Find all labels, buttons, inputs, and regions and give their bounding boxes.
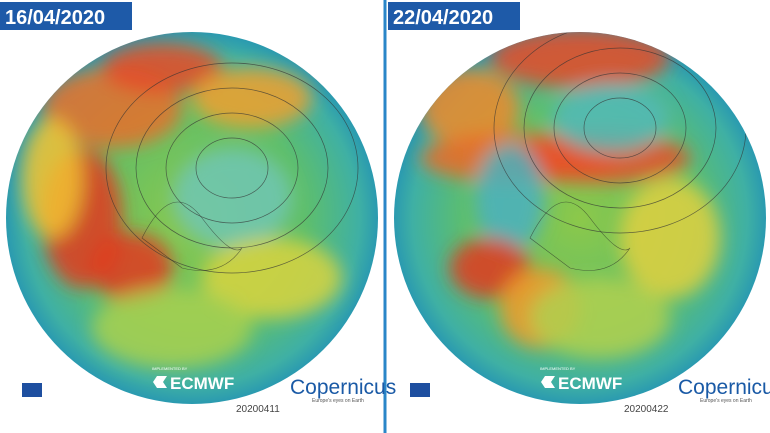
date-box <box>388 2 520 30</box>
date-label: 16/04/2020 <box>5 7 105 29</box>
globe-fields <box>22 43 359 368</box>
contour <box>195 137 269 199</box>
panel: 16/04/2020 IMPLEMENTED BY ECMWF CopernicusE… <box>0 2 396 415</box>
date-label: 22/04/2020 <box>393 7 493 29</box>
field-blob <box>92 288 252 368</box>
ecmwf-label: ECMWF <box>558 374 622 393</box>
field-blob <box>22 118 82 238</box>
contour <box>523 47 717 209</box>
field-blob <box>620 178 720 298</box>
field-blob <box>192 68 312 128</box>
contour <box>165 112 299 224</box>
date-stamp: 20200422 <box>624 404 669 415</box>
contour <box>583 97 657 159</box>
implemented-by: IMPLEMENTED BY <box>152 366 188 371</box>
concentration-fields <box>420 32 720 358</box>
tagline: Europe's eyes on Earth <box>700 398 752 404</box>
field-blob <box>550 83 670 153</box>
contour <box>135 87 329 249</box>
eu-flag <box>22 383 42 397</box>
eu-flag <box>410 383 430 397</box>
field-blob <box>475 143 545 253</box>
concentration-fields <box>22 43 342 368</box>
date-stamp: 20200411 <box>236 404 280 415</box>
field-blob <box>102 43 222 93</box>
tagline: Europe's eyes on Earth <box>312 398 364 404</box>
copernicus-label: Copernicus <box>290 376 396 399</box>
coastline <box>529 201 631 271</box>
field-blob <box>202 238 342 318</box>
contour <box>105 62 359 274</box>
panel: 22/04/2020 IMPLEMENTED BY ECMWF CopernicusE… <box>388 2 770 415</box>
coastline <box>141 201 243 271</box>
implemented-by: IMPLEMENTED BY <box>540 366 576 371</box>
globe-fields <box>420 32 747 358</box>
contour <box>553 72 687 184</box>
field-blob <box>92 233 172 303</box>
date-box <box>0 2 132 30</box>
ecmwf-logo <box>541 376 555 388</box>
ecmwf-label: ECMWF <box>170 374 234 393</box>
ecmwf-logo <box>153 376 167 388</box>
copernicus-label: Copernicus <box>678 376 770 399</box>
field-blob <box>530 278 670 358</box>
